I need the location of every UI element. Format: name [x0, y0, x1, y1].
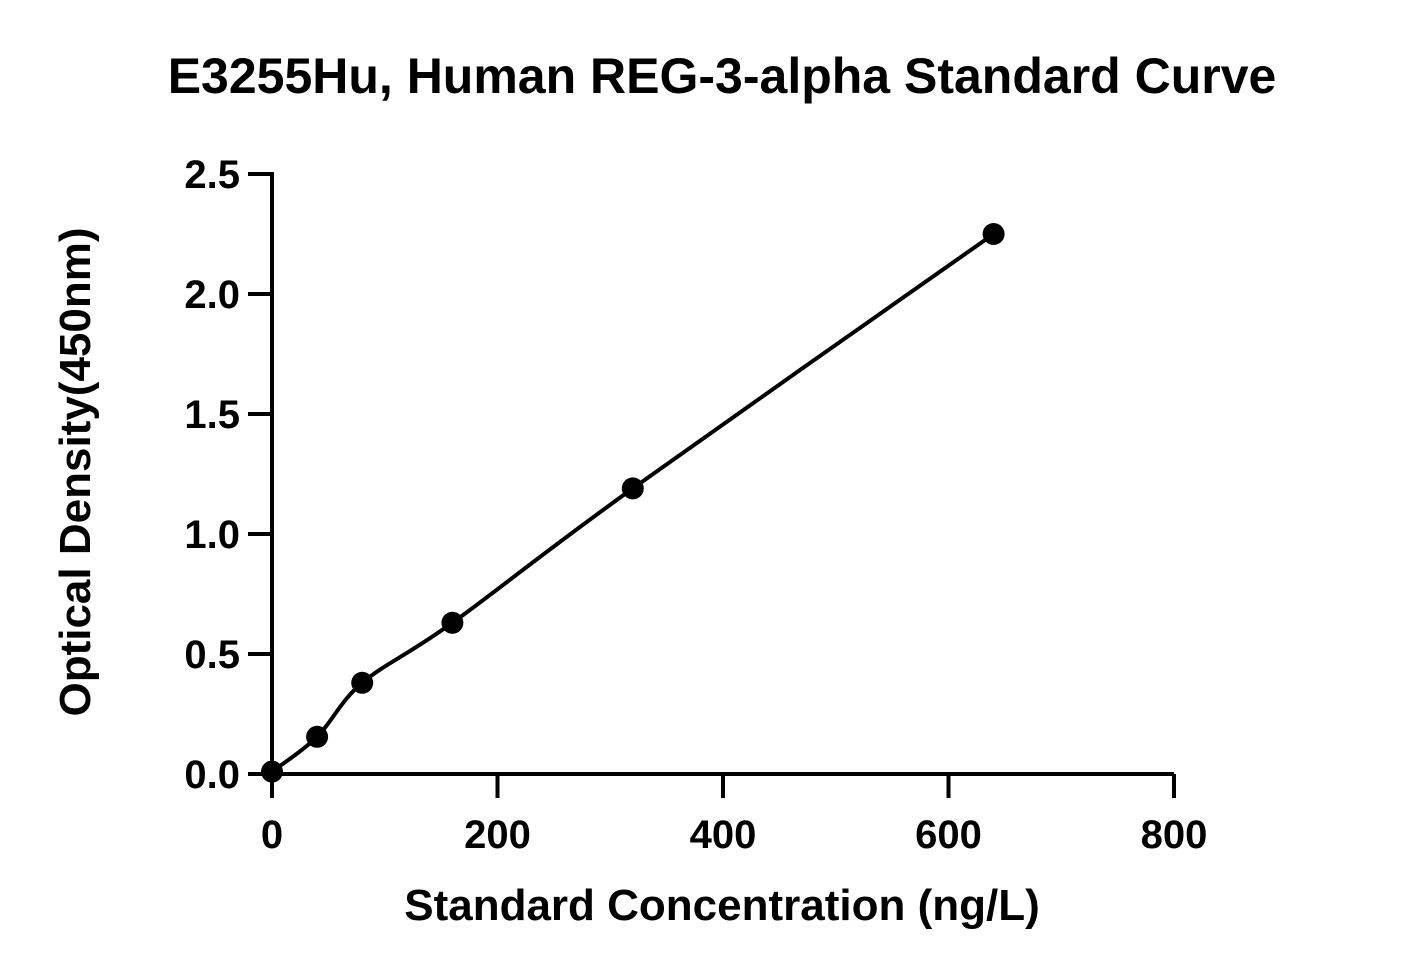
y-axis-ticks: 0.0 0.5 1.0 1.5 2.0 2.5 [184, 153, 272, 797]
x-axis: 0 200 400 600 800 [261, 772, 1208, 857]
y-tick-label: 2.0 [184, 273, 240, 317]
data-point [441, 611, 464, 634]
data-point [306, 725, 329, 748]
data-point [261, 760, 283, 783]
data-point [621, 477, 644, 500]
data-point [982, 223, 1005, 245]
x-tick-label: 400 [690, 813, 757, 857]
x-axis-label: Standard Concentration (ng/L) [404, 881, 1040, 930]
x-tick-label: 0 [261, 813, 283, 857]
x-tick-label: 600 [915, 813, 982, 857]
plot-area [261, 223, 1005, 783]
y-tick-label: 0.0 [184, 753, 240, 797]
y-tick-label: 0.5 [184, 633, 240, 677]
x-axis-ticks: 0 200 400 600 800 [261, 774, 1208, 857]
x-tick-label: 200 [464, 813, 531, 857]
data-points [261, 223, 1005, 783]
x-tick-label: 800 [1141, 813, 1208, 857]
y-tick-label: 1.0 [184, 513, 240, 557]
y-tick-label: 1.5 [184, 393, 240, 437]
fit-curve [270, 232, 995, 774]
y-axis-label: Optical Density(450nm) [51, 227, 100, 716]
y-tick-label: 2.5 [184, 153, 240, 197]
chart-title: E3255Hu, Human REG-3-alpha Standard Curv… [168, 48, 1277, 104]
y-axis: 0.0 0.5 1.0 1.5 2.0 2.5 [184, 153, 274, 797]
data-point [351, 671, 374, 694]
